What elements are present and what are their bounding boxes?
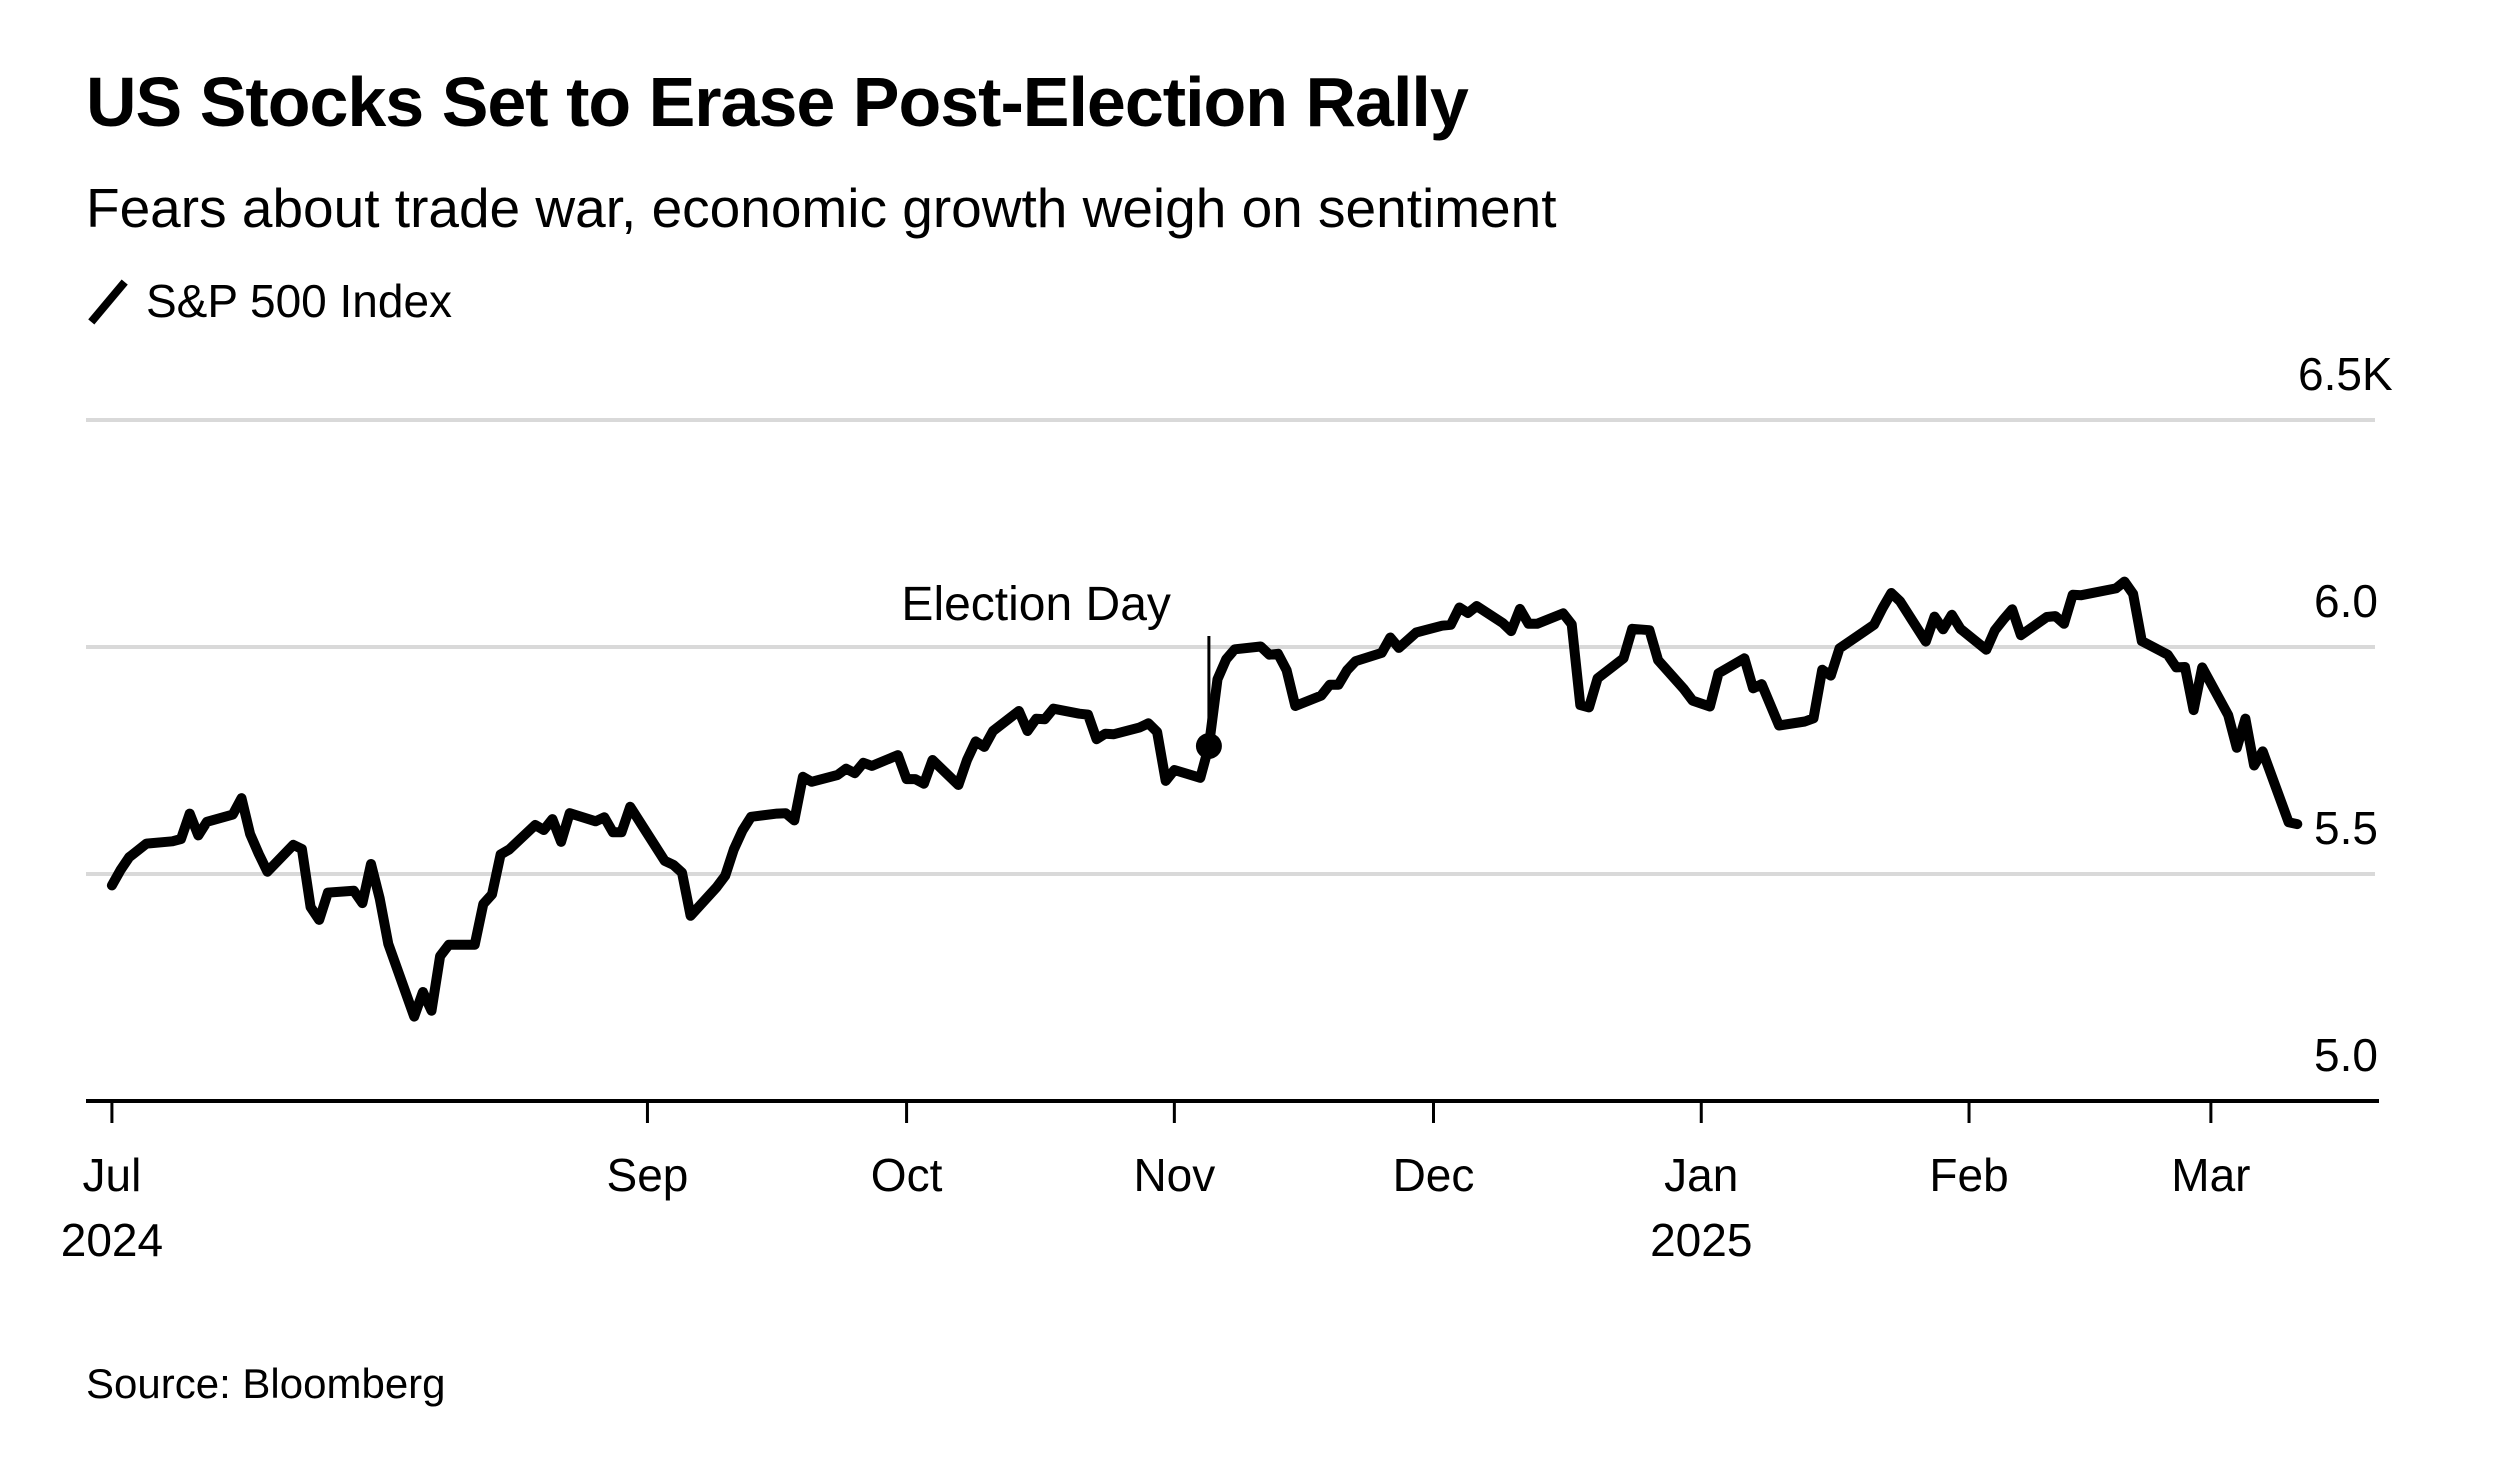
x-tick-year-label: 2025 bbox=[1650, 1214, 1752, 1266]
x-tick-label: Sep bbox=[607, 1149, 689, 1201]
x-tick-label: Mar bbox=[2171, 1149, 2250, 1201]
x-tick-label: Dec bbox=[1393, 1149, 1475, 1201]
series-layer bbox=[106, 576, 2303, 1022]
x-tick-label: Oct bbox=[871, 1149, 943, 1201]
x-tick-year-label: 2024 bbox=[61, 1214, 163, 1266]
legend-label: S&P 500 Index bbox=[146, 275, 453, 327]
chart-subtitle: Fears about trade war, economic growth w… bbox=[86, 177, 1557, 239]
y-tick-label: 6.5K bbox=[2298, 348, 2393, 400]
y-axis-labels: 6.5K 6.0 5.5 5.0 bbox=[2298, 348, 2393, 1081]
x-axis: Jul 2024 Sep Oct Nov Dec Jan 2025 Feb Mar bbox=[61, 1099, 2379, 1266]
annotation-marker bbox=[1195, 732, 1222, 759]
annotation-label: Election Day bbox=[901, 578, 1170, 631]
annotations: Election Day bbox=[901, 578, 1211, 746]
x-tick-label: Feb bbox=[1929, 1149, 2008, 1201]
y-tick-label: 5.5 bbox=[2314, 802, 2378, 854]
x-tick-label: Jan bbox=[1664, 1149, 1738, 1201]
chart-title: US Stocks Set to Erase Post-Election Ral… bbox=[86, 63, 1469, 141]
source-note: Source: Bloomberg bbox=[86, 1360, 446, 1407]
series-line-sp500 bbox=[106, 576, 2303, 1022]
legend: S&P 500 Index bbox=[86, 274, 452, 328]
x-tick-label: Nov bbox=[1133, 1149, 1215, 1201]
y-tick-label: 5.0 bbox=[2314, 1029, 2378, 1081]
x-tick-label: Jul bbox=[83, 1149, 142, 1201]
y-tick-label: 6.0 bbox=[2314, 575, 2378, 627]
